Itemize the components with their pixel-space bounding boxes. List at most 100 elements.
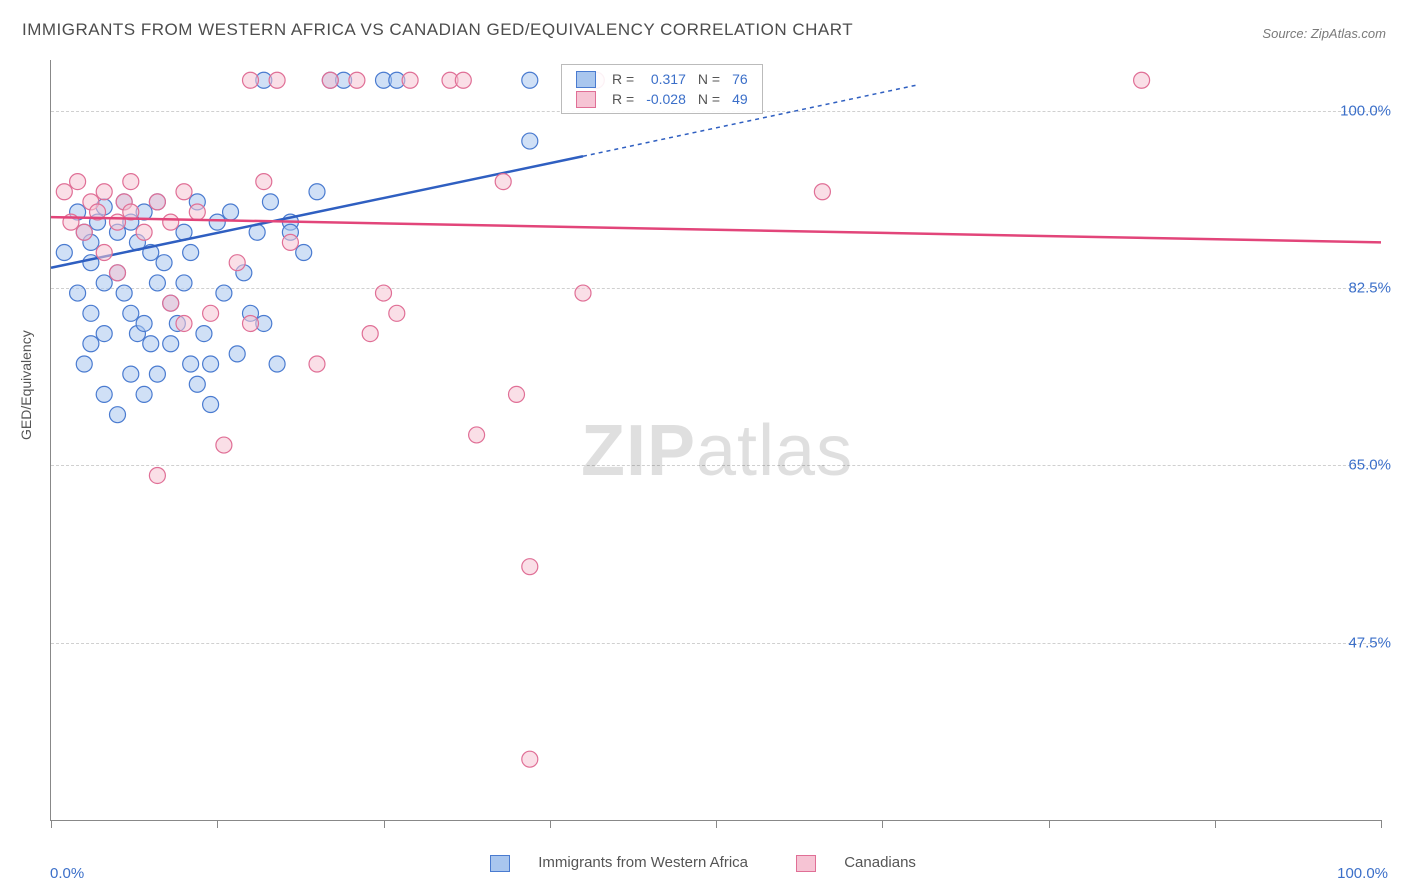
data-point [522, 72, 538, 88]
data-point [116, 285, 132, 301]
data-point [123, 305, 139, 321]
data-point [110, 407, 126, 423]
data-point [376, 285, 392, 301]
x-tick [550, 820, 551, 828]
x-tick [384, 820, 385, 828]
data-point [309, 356, 325, 372]
data-point [96, 245, 112, 261]
r-value: 0.317 [640, 69, 692, 89]
data-point [229, 255, 245, 271]
data-point [96, 326, 112, 342]
data-point [96, 386, 112, 402]
legend-label: Canadians [844, 854, 916, 871]
data-point [229, 346, 245, 362]
data-point [362, 326, 378, 342]
legend-swatch [490, 855, 510, 872]
data-point [196, 326, 212, 342]
n-label: N = [692, 69, 726, 89]
stats-table: R =0.317N =76R =-0.028N =49 [570, 69, 754, 109]
data-point [76, 224, 92, 240]
x-tick [1215, 820, 1216, 828]
data-point [296, 245, 312, 261]
data-point [163, 214, 179, 230]
data-point [83, 305, 99, 321]
data-point [269, 356, 285, 372]
data-point [455, 72, 471, 88]
plot-area: R =0.317N =76R =-0.028N =49 ZIPatlas [50, 60, 1381, 821]
data-point [123, 366, 139, 382]
data-point [402, 72, 418, 88]
data-point [522, 559, 538, 575]
n-label: N = [692, 89, 726, 109]
data-point [522, 751, 538, 767]
y-tick-label: 82.5% [1348, 280, 1391, 297]
data-point [70, 174, 86, 190]
data-point [149, 467, 165, 483]
stats-row: R =0.317N =76 [570, 69, 754, 89]
x-tick [882, 820, 883, 828]
y-axis-label: GED/Equivalency [18, 330, 34, 440]
data-point [110, 265, 126, 281]
data-point [203, 305, 219, 321]
data-point [575, 285, 591, 301]
data-point [76, 356, 92, 372]
r-value: -0.028 [640, 89, 692, 109]
data-point [209, 214, 225, 230]
chart-svg [51, 60, 1381, 820]
data-point [469, 427, 485, 443]
data-point [156, 255, 172, 271]
source-attribution: Source: ZipAtlas.com [1262, 26, 1386, 41]
chart-title: IMMIGRANTS FROM WESTERN AFRICA VS CANADI… [22, 20, 853, 40]
data-point [522, 133, 538, 149]
data-point [243, 315, 259, 331]
y-tick-label: 65.0% [1348, 457, 1391, 474]
data-point [163, 295, 179, 311]
source-name: ZipAtlas.com [1311, 26, 1386, 41]
data-point [203, 397, 219, 413]
data-point [183, 356, 199, 372]
data-point [389, 305, 405, 321]
n-value: 76 [726, 69, 754, 89]
x-tick [716, 820, 717, 828]
data-point [309, 184, 325, 200]
data-point [189, 204, 205, 220]
data-point [149, 275, 165, 291]
data-point [149, 366, 165, 382]
r-label: R = [606, 89, 640, 109]
data-point [136, 224, 152, 240]
data-point [110, 214, 126, 230]
stats-legend: R =0.317N =76R =-0.028N =49 [561, 64, 763, 114]
data-point [143, 336, 159, 352]
r-label: R = [606, 69, 640, 89]
x-tick [1381, 820, 1382, 828]
data-point [96, 184, 112, 200]
data-point [216, 437, 232, 453]
data-point [349, 72, 365, 88]
stats-row: R =-0.028N =49 [570, 89, 754, 109]
data-point [96, 275, 112, 291]
data-point [189, 376, 205, 392]
data-point [183, 245, 199, 261]
n-value: 49 [726, 89, 754, 109]
legend-label: Immigrants from Western Africa [538, 854, 748, 871]
x-tick [1049, 820, 1050, 828]
data-point [149, 194, 165, 210]
data-point [136, 386, 152, 402]
data-point [269, 72, 285, 88]
data-point [163, 336, 179, 352]
data-point [282, 234, 298, 250]
x-tick [217, 820, 218, 828]
data-point [123, 174, 139, 190]
data-point [262, 194, 278, 210]
data-point [176, 315, 192, 331]
data-point [243, 72, 259, 88]
y-tick-label: 47.5% [1348, 634, 1391, 651]
data-point [56, 245, 72, 261]
x-tick [51, 820, 52, 828]
data-point [136, 315, 152, 331]
data-point [176, 275, 192, 291]
legend-swatch [576, 71, 596, 88]
data-point [495, 174, 511, 190]
data-point [216, 285, 232, 301]
data-point [83, 336, 99, 352]
